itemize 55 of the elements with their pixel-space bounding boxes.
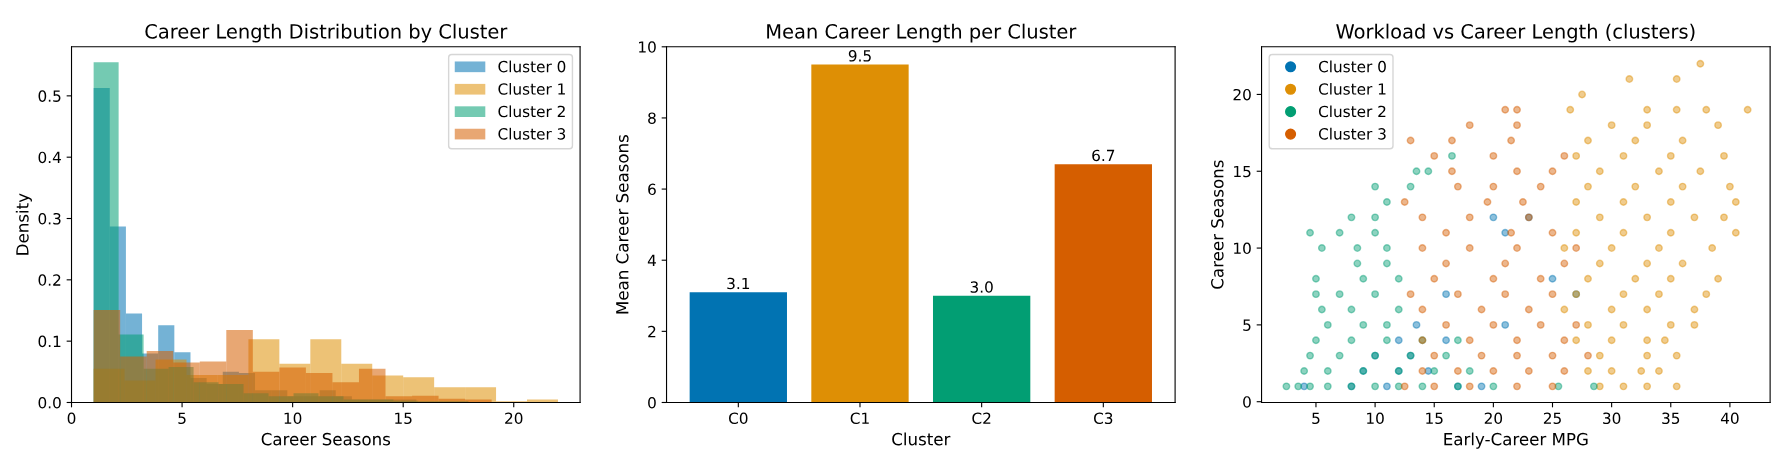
x-tick-label: 35	[1662, 412, 1680, 425]
x-tick-label: 10	[1367, 412, 1384, 425]
x-axis-title: Cluster	[892, 432, 951, 446]
y-tick-label: 0	[648, 396, 656, 409]
data-label: 3.1	[727, 277, 750, 290]
chart-title: Career Length Distribution by Cluster	[145, 23, 508, 43]
chart-title: Workload vs Career Length (clusters)	[1336, 23, 1695, 43]
y-tick-label: 2	[648, 325, 656, 338]
x-axis-title: Early-Career MPG	[1444, 432, 1588, 449]
chart-title: Mean Career Length per Cluster	[767, 23, 1077, 43]
legend-label: Cluster 3	[1318, 127, 1386, 140]
y-tick-label: 0.5	[38, 90, 61, 102]
x-tick-label: 20	[505, 412, 523, 425]
data-label: 6.7	[1092, 149, 1115, 162]
y-tick-label: 20	[1233, 88, 1251, 101]
legend-label: Cluster 0	[498, 60, 566, 73]
y-tick-label: 4	[647, 254, 656, 267]
x-tick-label: 15	[395, 412, 412, 425]
legend-label: Cluster 0	[1318, 60, 1386, 73]
y-tick-label: 10	[1234, 242, 1251, 255]
y-tick-label: 0.0	[38, 396, 61, 409]
x-tick-label: C2	[972, 412, 991, 425]
y-tick-label: 15	[1234, 165, 1251, 178]
legend-label: Cluster 1	[1318, 82, 1386, 95]
y-axis-title: Mean Career Seasons	[615, 135, 629, 314]
x-tick-label: C1	[850, 412, 869, 425]
x-tick-label: 25	[1543, 412, 1561, 425]
y-tick-label: 0.4	[38, 151, 61, 164]
x-tick-label: C0	[728, 412, 748, 425]
y-axis-title: Career Seasons	[1211, 160, 1224, 289]
x-tick-label: 5	[178, 412, 186, 425]
y-tick-label: 0.2	[38, 274, 61, 286]
y-tick-label: 0.1	[38, 335, 61, 348]
legend-label: Cluster 3	[498, 127, 566, 140]
y-tick-label: 8	[648, 112, 656, 124]
legend-label: Cluster 2	[1318, 105, 1386, 118]
x-axis-title: Career Seasons	[261, 432, 391, 446]
x-tick-label: 10	[284, 412, 302, 425]
y-tick-label: 0.3	[38, 212, 61, 225]
data-label: 3.0	[970, 281, 993, 293]
x-tick-label: 5	[1312, 412, 1320, 425]
y-tick-label: 5	[1243, 319, 1251, 331]
x-tick-label: 20	[1484, 412, 1503, 425]
data-label: 9.5	[848, 50, 871, 62]
y-tick-label: 6	[648, 183, 656, 196]
legend-label: Cluster 2	[498, 105, 565, 118]
y-tick-label: 10	[639, 41, 656, 53]
x-tick-label: C3	[1093, 412, 1113, 425]
x-tick-label: 30	[1603, 412, 1621, 425]
y-axis-title: Density	[15, 193, 32, 255]
legend-label: Cluster 1	[498, 82, 565, 95]
x-tick-label: 0	[67, 412, 76, 425]
x-tick-label: 40	[1720, 412, 1739, 425]
y-tick-label: 0	[1243, 396, 1251, 408]
x-tick-label: 15	[1426, 412, 1443, 425]
